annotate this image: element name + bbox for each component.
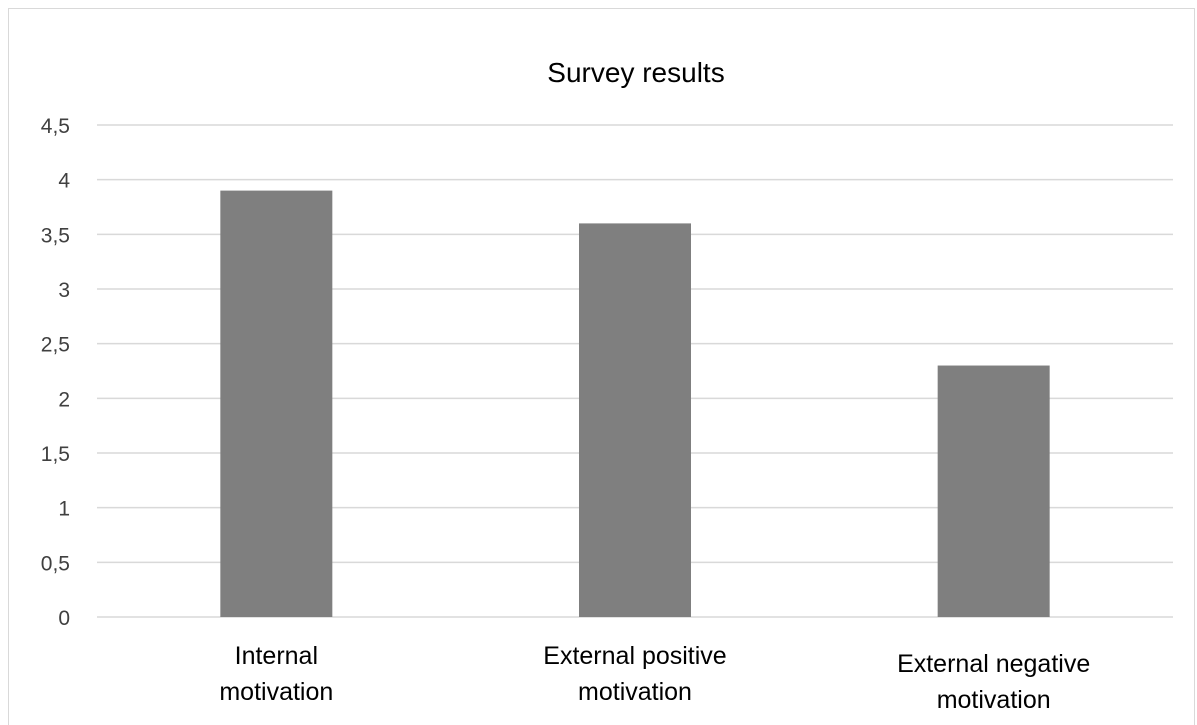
bars: [220, 190, 1050, 617]
y-tick-label: 0: [58, 607, 70, 630]
y-tick-label: 1,5: [41, 443, 70, 466]
x-axis-category-labels: Internal motivation External positive motiv…: [219, 642, 1090, 714]
y-tick-label: 2,5: [41, 334, 70, 357]
y-axis-tick-labels: 0 0,5 1 1,5 2 2,5 3 3,5 4 4,5: [41, 115, 71, 630]
y-tick-label: 1: [58, 498, 70, 521]
y-tick-label: 0,5: [41, 552, 70, 575]
bar: [937, 365, 1050, 617]
chart-title: Survey results: [547, 57, 724, 88]
x-category-label: Internal motivation: [219, 642, 333, 706]
y-tick-label: 4: [58, 170, 70, 193]
y-tick-label: 3,5: [41, 224, 70, 247]
y-tick-label: 3: [58, 279, 70, 302]
x-category-label: External negative motivation: [897, 650, 1090, 714]
x-category-label: External positive motivation: [543, 642, 726, 706]
bar: [579, 223, 691, 617]
y-tick-label: 2: [58, 388, 70, 411]
bar: [220, 190, 333, 617]
y-tick-label: 4,5: [41, 115, 70, 138]
